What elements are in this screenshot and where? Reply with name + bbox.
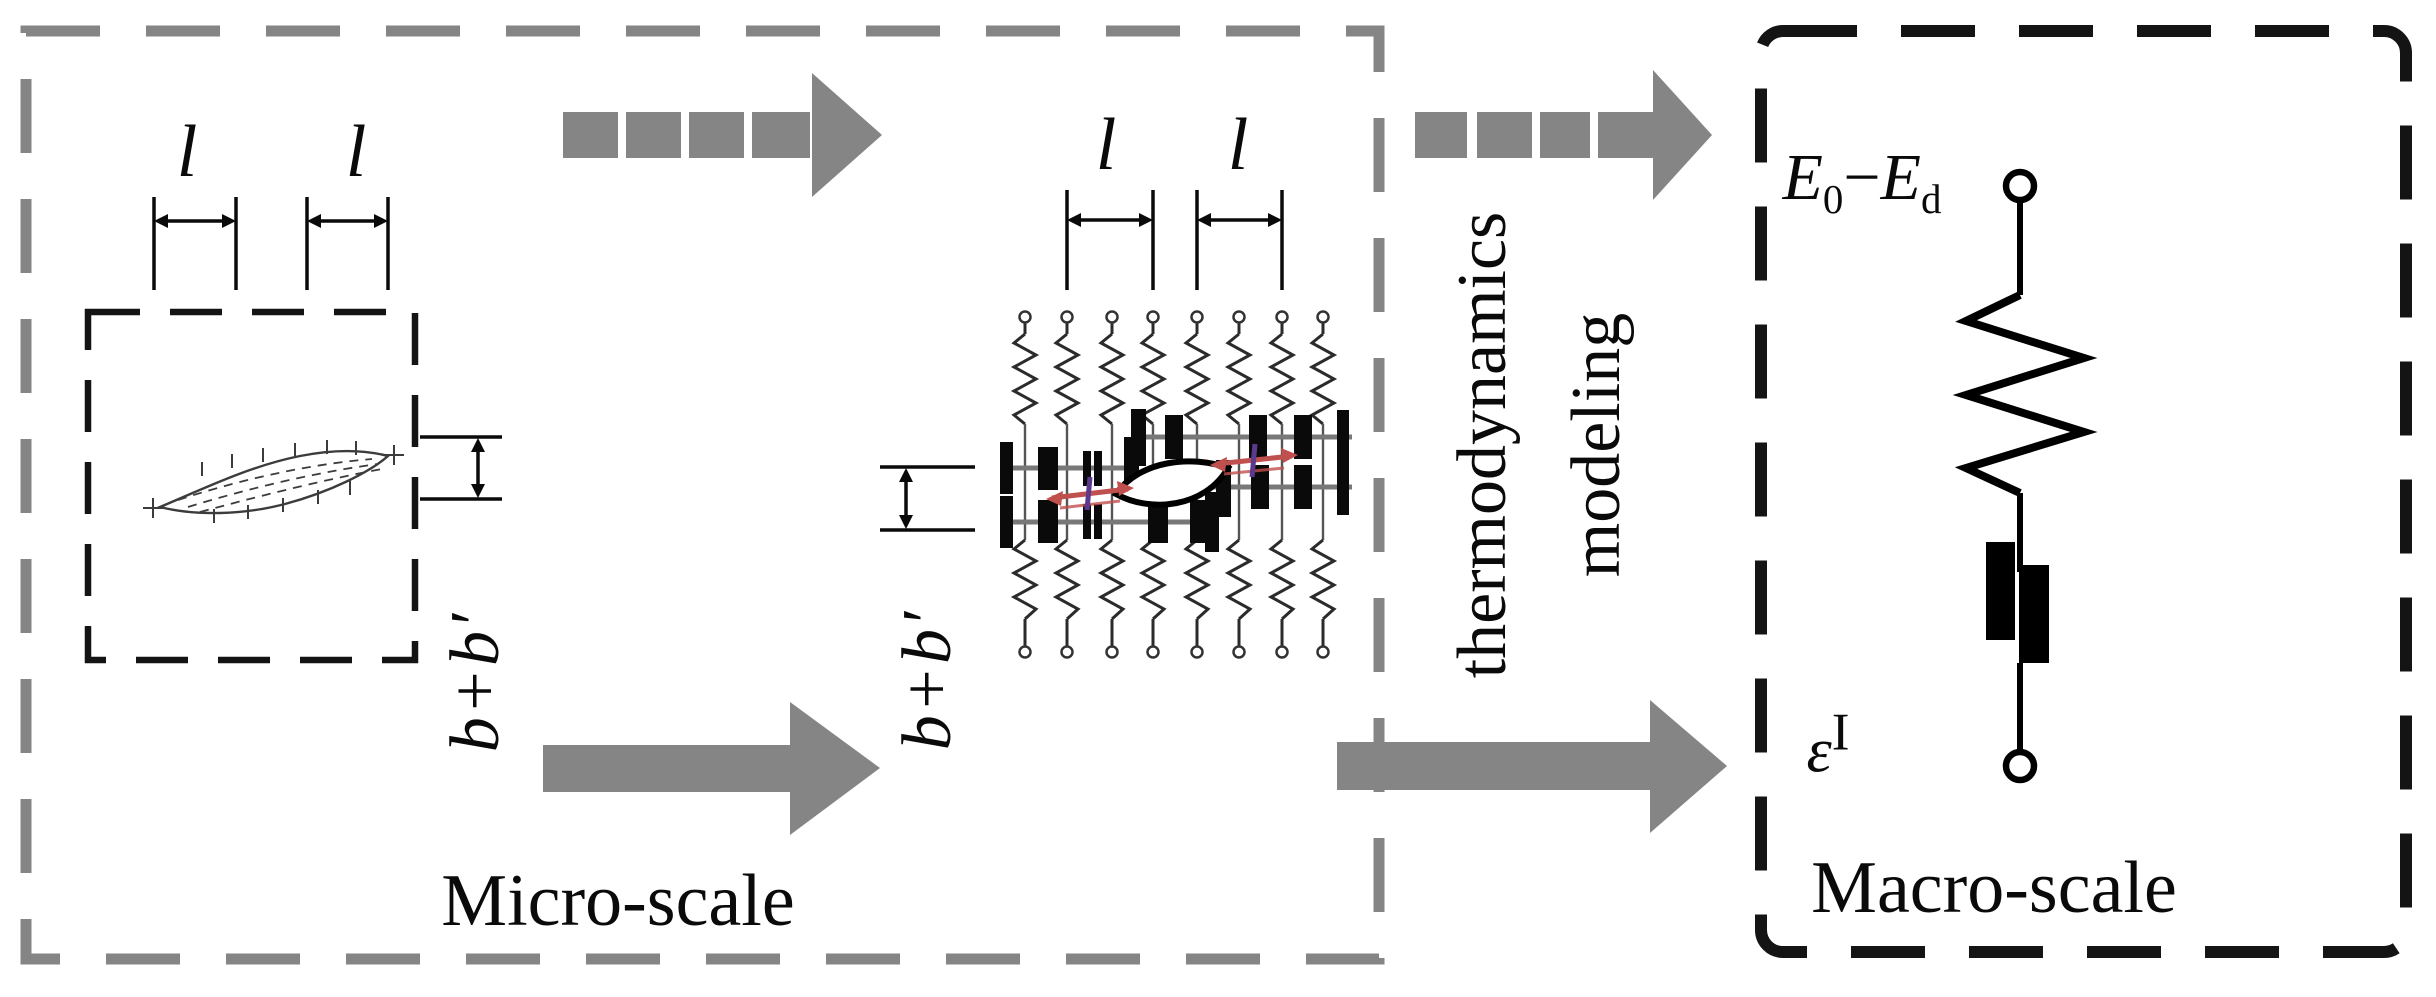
modulus-E0-sub: 0: [1822, 177, 1844, 223]
solid-arrow-icon-left: [543, 702, 880, 835]
macro-spring: [1952, 291, 2098, 497]
macro-friction-pad-left: [1986, 542, 2015, 640]
macro-rheology-model: [1952, 168, 2098, 784]
strain-epsilon-base: ε: [1806, 714, 1832, 786]
macro-terminal-bottom: [2002, 748, 2038, 784]
micro-length-marker-2: [305, 197, 390, 290]
cell-length-label-1: l: [176, 111, 198, 193]
cell-length-label-3: l: [1095, 104, 1117, 186]
macro-panel-title: Macro-scale: [1811, 847, 2177, 929]
micro-panel-border: [20, 25, 1385, 965]
modulus-Ed-sub: d: [1920, 177, 1942, 223]
macro-panel-border: [1755, 25, 2412, 958]
micro-length-marker-1: [152, 197, 238, 290]
microcrack-sketch: [143, 440, 404, 523]
solid-arrow-icon-right: [1337, 700, 1727, 833]
micro-height-marker-left: [420, 435, 502, 501]
crack-slip-arrow-right: [1210, 443, 1298, 478]
macro-friction-pad-right: [2019, 565, 2049, 663]
lattice-length-marker-2: [1195, 190, 1284, 290]
cell-length-label-4: l: [1227, 104, 1249, 186]
lattice-height-marker: [880, 465, 975, 532]
modulus-minus: −: [1843, 140, 1881, 214]
modulus-Ed-base: E: [1880, 140, 1921, 214]
cell-height-label-left: b+b′: [437, 611, 514, 753]
micro-sample-box: [84, 308, 419, 664]
transition-word-modeling: modeling: [1558, 312, 1635, 578]
cell-height-label-lattice: b+b′: [889, 609, 966, 751]
cell-length-label-2: l: [345, 111, 367, 193]
macro-terminal-top: [2002, 168, 2038, 204]
crack-slip-arrow-left: [1046, 476, 1134, 511]
transition-word-thermodynamics: thermodynamics: [1444, 211, 1521, 679]
macro-spring-modulus-label: E0−Ed: [1783, 144, 1942, 223]
modulus-E0-base: E: [1782, 140, 1823, 214]
lattice-crack-lens: [1111, 458, 1233, 508]
macro-inelastic-strain-label: εI: [1807, 705, 1850, 782]
lattice-length-marker-1: [1065, 190, 1155, 290]
micro-panel-title: Micro-scale: [441, 860, 795, 942]
strain-epsilon-sup: I: [1831, 701, 1850, 762]
dashed-arrow-icon-right: [1415, 70, 1712, 200]
dashed-arrow-icon-left: [563, 73, 882, 197]
